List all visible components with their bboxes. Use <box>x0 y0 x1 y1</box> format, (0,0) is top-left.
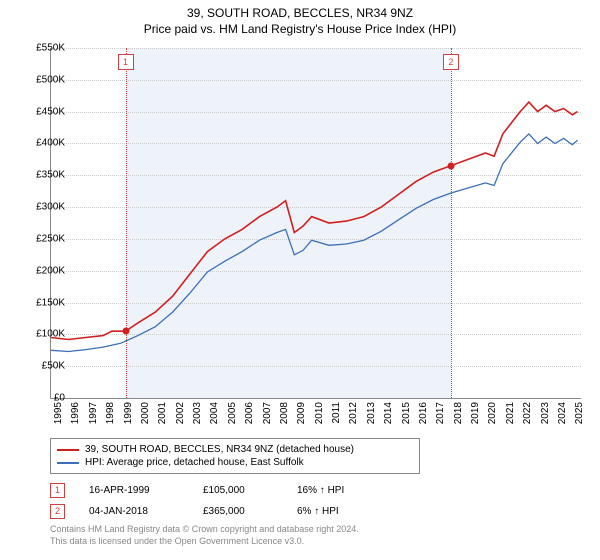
xtick-label: 2005 <box>227 402 238 432</box>
transaction-row: 1 16-APR-1999 £105,000 16% ↑ HPI <box>50 480 377 501</box>
ytick-label: £200K <box>25 265 65 276</box>
xtick-label: 1997 <box>88 402 99 432</box>
xtick-label: 2012 <box>348 402 359 432</box>
ytick-label: £150K <box>25 297 65 308</box>
footer-line-2: This data is licensed under the Open Gov… <box>50 536 359 548</box>
legend-item: 39, SOUTH ROAD, BECCLES, NR34 9NZ (detac… <box>57 443 413 456</box>
event-marker: 1 <box>118 54 134 70</box>
xtick-label: 2015 <box>401 402 412 432</box>
ytick-label: £450K <box>25 106 65 117</box>
xtick-label: 2010 <box>314 402 325 432</box>
series-line <box>51 134 578 352</box>
xtick-label: 2019 <box>470 402 481 432</box>
data-point-marker <box>122 328 129 335</box>
ytick-label: £500K <box>25 74 65 85</box>
xtick-label: 2003 <box>192 402 203 432</box>
xtick-label: 2004 <box>209 402 220 432</box>
transaction-table: 1 16-APR-1999 £105,000 16% ↑ HPI 2 04-JAN-201… <box>50 480 377 522</box>
xtick-label: 2016 <box>418 402 429 432</box>
legend: 39, SOUTH ROAD, BECCLES, NR34 9NZ (detac… <box>50 438 420 474</box>
data-point-marker <box>447 162 454 169</box>
transaction-pct: 6% ↑ HPI <box>297 506 377 517</box>
line-series <box>51 48 581 398</box>
transaction-date: 16-APR-1999 <box>89 485 179 496</box>
transaction-price: £105,000 <box>203 485 273 496</box>
xtick-label: 2025 <box>574 402 585 432</box>
event-marker: 2 <box>443 54 459 70</box>
ytick-label: £250K <box>25 233 65 244</box>
xtick-label: 2007 <box>262 402 273 432</box>
chart-subtitle: Price paid vs. HM Land Registry's House … <box>0 20 600 36</box>
plot-area: 12 <box>50 48 581 399</box>
xtick-label: 1999 <box>123 402 134 432</box>
footer-text: Contains HM Land Registry data © Crown c… <box>50 524 359 547</box>
xtick-label: 2021 <box>505 402 516 432</box>
series-line <box>51 102 578 339</box>
chart-title: 39, SOUTH ROAD, BECCLES, NR34 9NZ <box>0 0 600 20</box>
ytick-label: £300K <box>25 202 65 213</box>
legend-item: HPI: Average price, detached house, East… <box>57 456 413 469</box>
legend-label: HPI: Average price, detached house, East… <box>85 457 304 468</box>
xtick-label: 2013 <box>366 402 377 432</box>
xtick-label: 2017 <box>435 402 446 432</box>
xtick-label: 2018 <box>453 402 464 432</box>
transaction-marker: 1 <box>50 483 65 498</box>
xtick-label: 2014 <box>383 402 394 432</box>
legend-swatch <box>57 462 79 464</box>
transaction-price: £365,000 <box>203 506 273 517</box>
xtick-label: 2011 <box>331 402 342 432</box>
xtick-label: 2000 <box>140 402 151 432</box>
xtick-label: 2001 <box>157 402 168 432</box>
legend-label: 39, SOUTH ROAD, BECCLES, NR34 9NZ (detac… <box>85 444 354 455</box>
transaction-marker: 2 <box>50 504 65 519</box>
transaction-row: 2 04-JAN-2018 £365,000 6% ↑ HPI <box>50 501 377 522</box>
xtick-label: 1995 <box>53 402 64 432</box>
transaction-pct: 16% ↑ HPI <box>297 485 377 496</box>
xtick-label: 1998 <box>105 402 116 432</box>
transaction-date: 04-JAN-2018 <box>89 506 179 517</box>
xtick-label: 2020 <box>487 402 498 432</box>
chart-container: 39, SOUTH ROAD, BECCLES, NR34 9NZ Price … <box>0 0 600 560</box>
xtick-label: 2023 <box>540 402 551 432</box>
xtick-label: 2024 <box>557 402 568 432</box>
legend-swatch <box>57 449 79 451</box>
ytick-label: £100K <box>25 329 65 340</box>
xtick-label: 2006 <box>244 402 255 432</box>
xtick-label: 2022 <box>522 402 533 432</box>
ytick-label: £400K <box>25 138 65 149</box>
xtick-label: 2008 <box>279 402 290 432</box>
ytick-label: £350K <box>25 170 65 181</box>
xtick-label: 2002 <box>175 402 186 432</box>
xtick-label: 2009 <box>296 402 307 432</box>
ytick-label: £550K <box>25 43 65 54</box>
xtick-label: 1996 <box>70 402 81 432</box>
ytick-label: £50K <box>25 361 65 372</box>
footer-line-1: Contains HM Land Registry data © Crown c… <box>50 524 359 536</box>
